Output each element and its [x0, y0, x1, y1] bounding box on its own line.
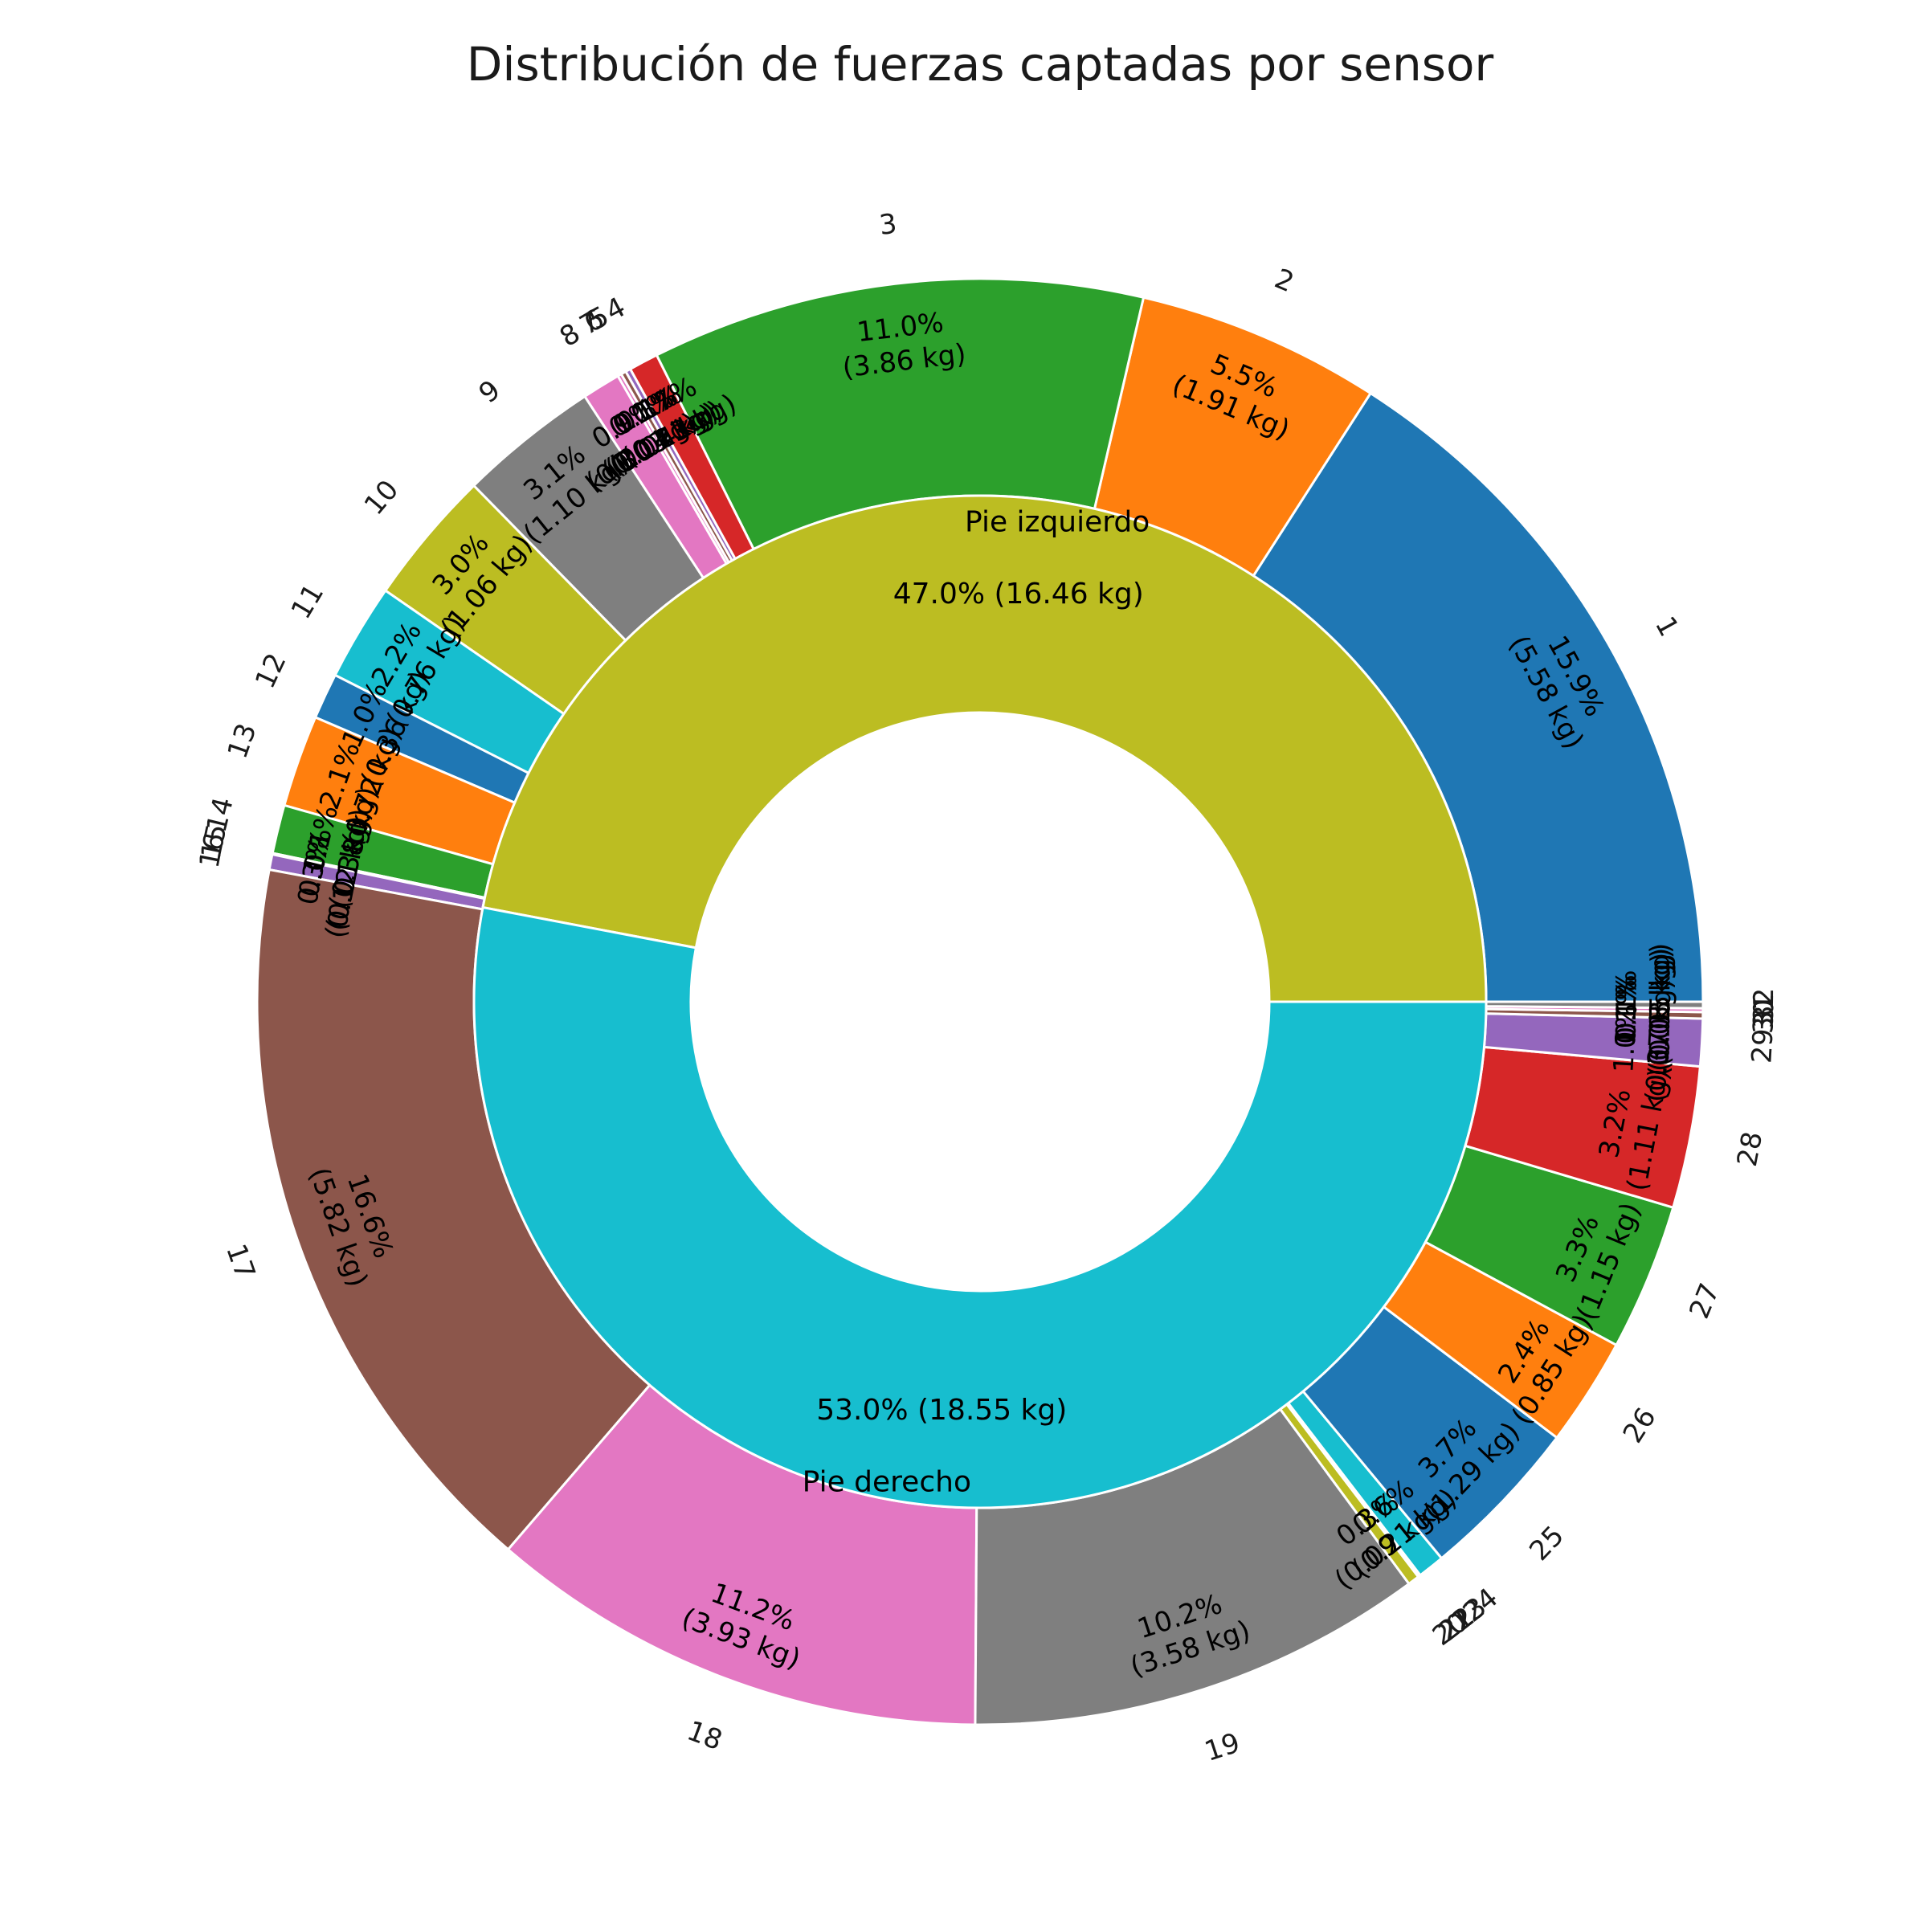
chart-title: Distribución de fuerzas captadas por sen… — [467, 37, 1494, 92]
sensor-label-15: 15 — [195, 821, 234, 862]
inner-ring — [472, 494, 1488, 1509]
sensor-pct-label-30: 0.1%(0.05 kg) — [1609, 952, 1677, 1077]
foot-name-label-2: Pie derecho — [803, 1465, 971, 1498]
sensor-pct-label-32: 0.1%(0.05 kg) — [1611, 942, 1677, 1067]
sensor-label-12: 12 — [249, 648, 293, 693]
sensor-pct-label-29: 1.1%(0.37 kg) — [1606, 975, 1679, 1103]
sensor-label-3: 3 — [877, 208, 898, 242]
sensor-label-16: 16 — [194, 831, 232, 871]
sensor-label-32: 32 — [1748, 988, 1780, 1023]
foot-pct-label-1: 47.0% (16.46 kg) — [893, 578, 1144, 611]
sensor-pct-label-31: 0.1%(0.03 kg) — [1610, 947, 1677, 1072]
sensor-label-26: 26 — [1617, 1402, 1663, 1448]
sensor-label-30: 30 — [1747, 999, 1780, 1034]
sensor-label-11: 11 — [285, 578, 331, 625]
sensor-label-9: 9 — [473, 374, 507, 410]
foot-wedge-1 — [481, 494, 1488, 1003]
sensor-label-27: 27 — [1683, 1279, 1726, 1323]
foot-name-label-1: Pie izquierdo — [965, 506, 1150, 539]
sensor-label-29: 29 — [1746, 1027, 1779, 1064]
sensor-label-25: 25 — [1523, 1520, 1571, 1567]
sensor-label-17: 17 — [219, 1240, 261, 1284]
sensor-label-2: 2 — [1270, 263, 1298, 299]
sensor-label-28: 28 — [1731, 1129, 1769, 1169]
sensor-pct-label-3: 11.0%(3.86 kg) — [837, 304, 968, 385]
sensor-label-10: 10 — [358, 474, 405, 521]
sensor-label-19: 19 — [1201, 1727, 1244, 1768]
sensor-label-1: 1 — [1648, 611, 1685, 642]
foot-wedge-2 — [472, 905, 1488, 1509]
sensor-label-18: 18 — [683, 1714, 727, 1757]
sensor-label-31: 31 — [1748, 994, 1781, 1029]
foot-pct-label-2: 53.0% (18.55 kg) — [816, 1394, 1067, 1427]
sensor-label-13: 13 — [222, 719, 263, 762]
